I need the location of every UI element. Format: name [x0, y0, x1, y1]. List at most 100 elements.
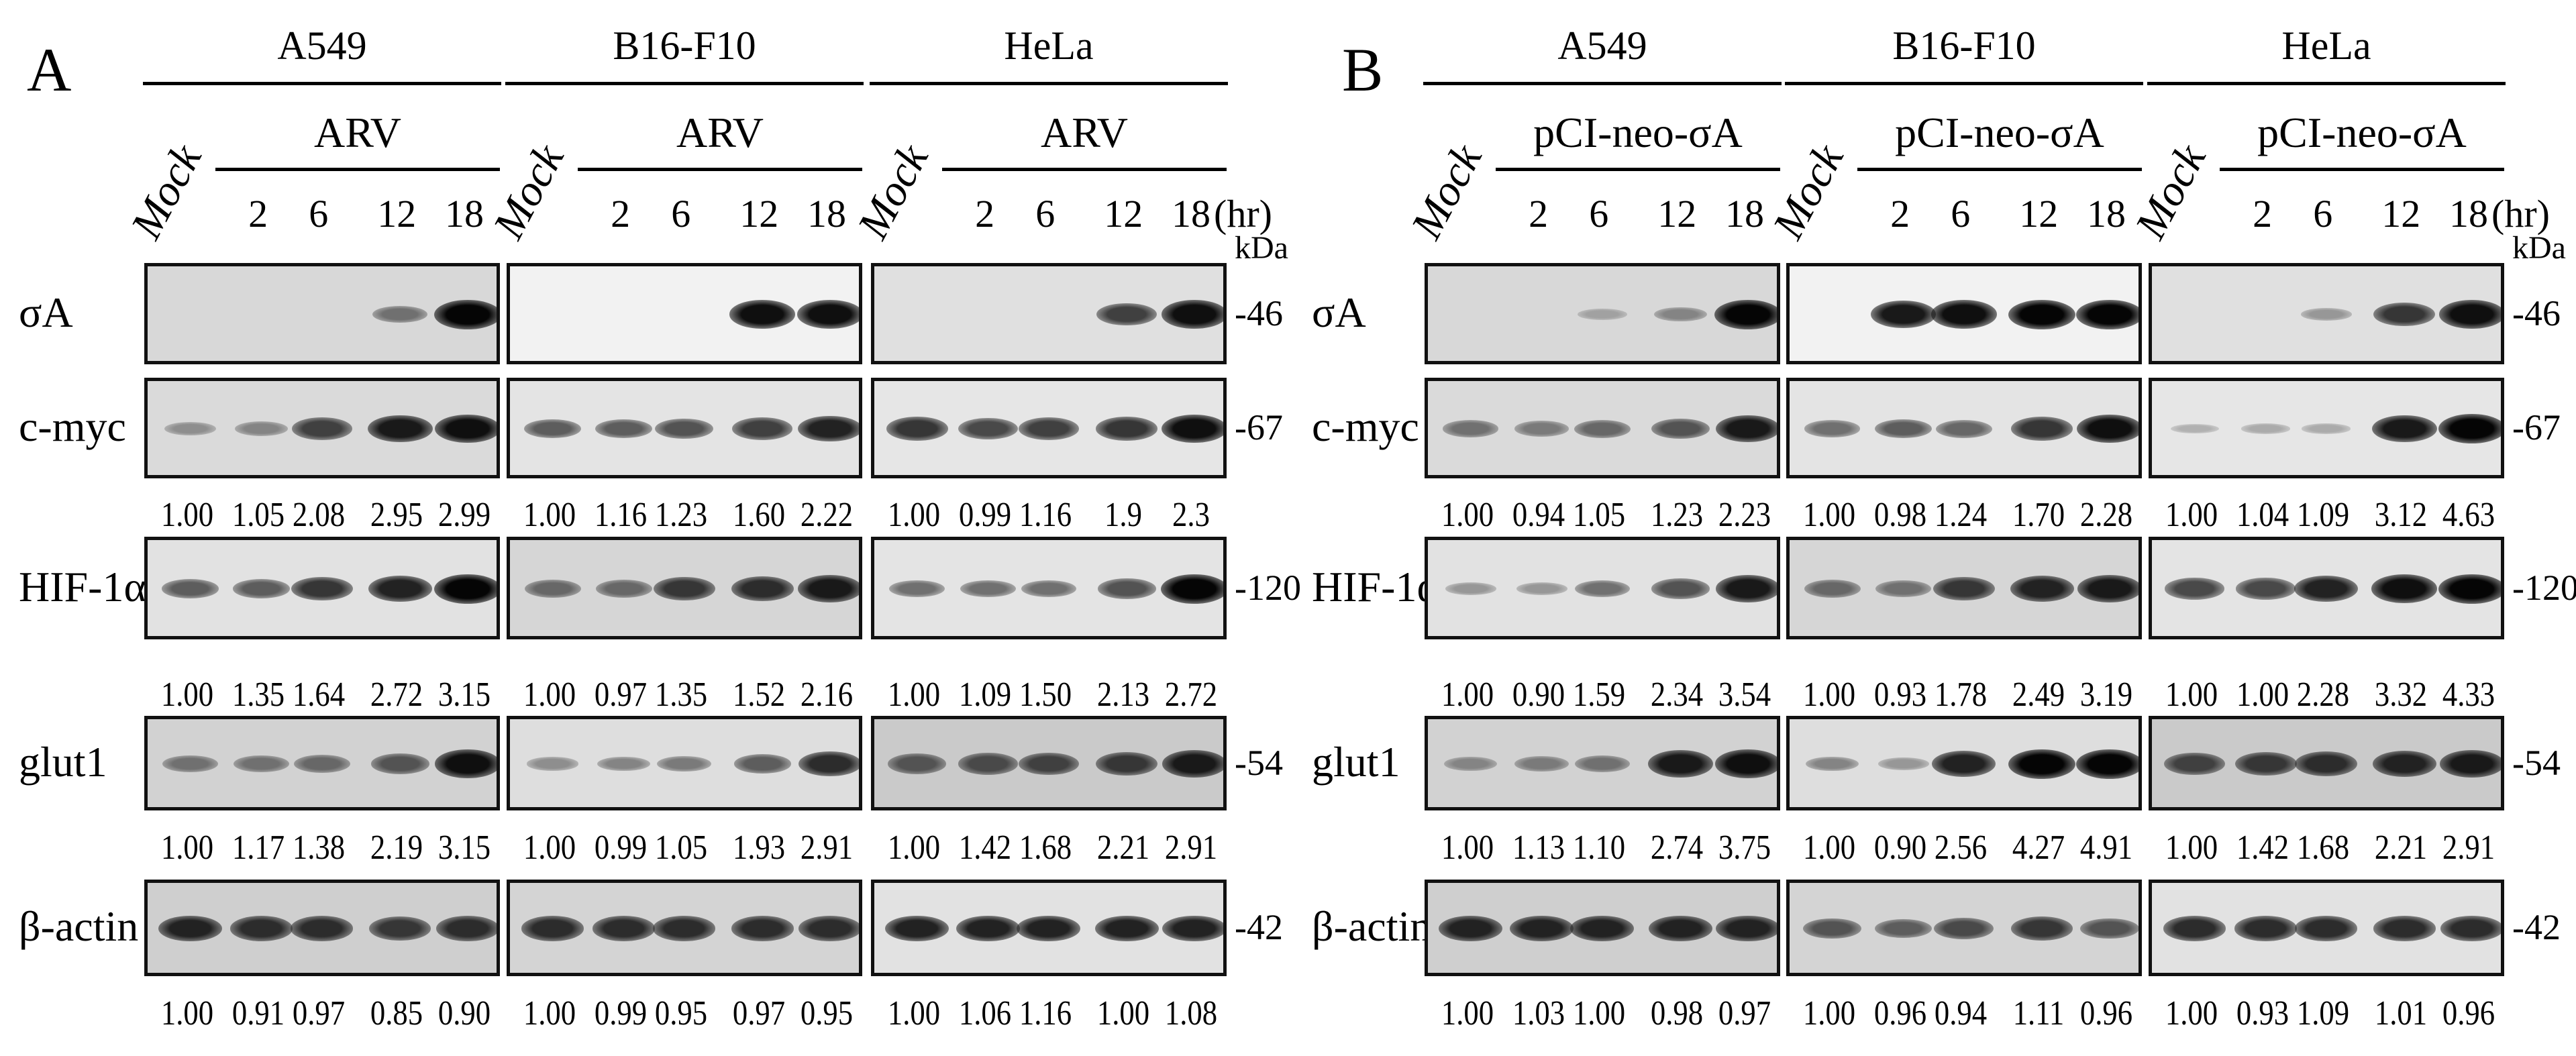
protein-band	[2010, 576, 2074, 602]
treatment-underline	[2220, 168, 2504, 171]
protein-band	[1018, 752, 1079, 776]
protein-band	[434, 574, 497, 604]
quant-value: 0.95	[800, 994, 854, 1033]
quant-value: 0.97	[733, 994, 786, 1033]
timepoint-label: 6	[2313, 192, 2333, 235]
protein-band	[2164, 752, 2225, 776]
timepoint-label: 18	[1725, 192, 1764, 235]
protein-band	[2373, 916, 2436, 941]
blot-panel	[144, 716, 500, 810]
quant-value: 1.68	[2296, 829, 2349, 867]
protein-band	[1096, 303, 1157, 326]
protein-band	[2294, 576, 2359, 602]
protein-band	[1874, 419, 1933, 439]
protein-band	[1875, 580, 1931, 598]
quant-value: 1.00	[887, 676, 940, 714]
mw-marker: -120	[2512, 567, 2576, 608]
treatment-label: ARV	[676, 109, 764, 156]
mw-marker: -67	[1235, 407, 1283, 447]
quant-value: 0.98	[1651, 994, 1704, 1033]
quant-value: 0.91	[231, 994, 285, 1033]
quant-value: 1.00	[2165, 496, 2218, 534]
protein-band	[1653, 307, 1707, 322]
quant-value: 0.98	[1873, 496, 1926, 534]
quant-value: 2.91	[2442, 829, 2495, 867]
protein-band	[2234, 916, 2298, 941]
panel-letter: B	[1342, 36, 1384, 104]
protein-band	[1097, 578, 1156, 599]
quant-value: 2.49	[2012, 676, 2065, 714]
blot-panel	[1425, 537, 1780, 639]
protein-band	[592, 916, 656, 941]
quant-value: 0.97	[1718, 994, 1771, 1033]
timepoint-label: 6	[1589, 192, 1609, 235]
quant-value: 1.11	[2012, 994, 2065, 1033]
protein-band	[523, 419, 582, 439]
protein-band	[434, 414, 497, 443]
protein-band	[1439, 915, 1503, 942]
protein-band	[521, 916, 584, 941]
quant-value: 1.70	[2012, 496, 2065, 534]
protein-band	[1804, 420, 1860, 437]
quant-value: 1.00	[1441, 829, 1494, 867]
quant-value: 2.21	[1097, 829, 1150, 867]
quant-value: 1.00	[1802, 496, 1855, 534]
quant-value: 1.00	[2165, 676, 2218, 714]
quant-value: 1.00	[523, 496, 576, 534]
mw-marker: -46	[1235, 293, 1283, 333]
quant-value: 1.00	[160, 829, 213, 867]
protein-band	[2373, 302, 2436, 327]
quant-value: 1.17	[231, 829, 285, 867]
protein-band	[889, 580, 945, 598]
protein-band	[524, 580, 581, 598]
quant-value: 3.75	[1718, 829, 1771, 867]
quant-value: 2.08	[292, 496, 345, 534]
time-unit: (hr)	[2491, 192, 2550, 235]
cell-line-underline	[870, 82, 1228, 85]
quant-value: 1.35	[231, 676, 285, 714]
quant-value: 0.93	[1873, 676, 1926, 714]
quant-value: 2.95	[370, 496, 423, 534]
treatment-underline	[578, 168, 862, 171]
blot-panel	[871, 378, 1227, 478]
quant-value: 2.91	[800, 829, 854, 867]
protein-band	[1804, 580, 1861, 598]
treatment-label: pCI-neo-σA	[2257, 109, 2467, 156]
blot-panel	[2149, 880, 2504, 976]
protein-band	[161, 579, 219, 598]
protein-band	[1930, 300, 1997, 329]
quant-value: 3.15	[437, 676, 491, 714]
protein-band	[434, 299, 497, 329]
quant-value: 0.99	[594, 994, 647, 1033]
protein-band	[1162, 750, 1223, 778]
protein-band	[1445, 582, 1496, 595]
protein-band	[798, 415, 859, 442]
kda-label: kDa	[1235, 230, 1288, 266]
blot-panel	[507, 263, 862, 364]
blot-panel	[507, 537, 862, 639]
protein-band	[234, 755, 289, 773]
quant-value: 2.21	[2375, 829, 2428, 867]
protein-band	[2302, 423, 2351, 434]
protein-band	[2294, 751, 2358, 777]
protein-band	[2300, 308, 2352, 321]
quant-value: 3.12	[2375, 496, 2428, 534]
cell-line-underline	[505, 82, 864, 85]
blot-panel	[871, 880, 1227, 976]
quant-value: 1.00	[2236, 676, 2289, 714]
protein-band	[595, 580, 652, 598]
protein-band	[235, 421, 289, 436]
quant-value: 1.00	[160, 496, 213, 534]
protein-band	[2163, 916, 2226, 941]
blot-panel	[1786, 263, 2142, 364]
quant-value: 3.54	[1718, 676, 1771, 714]
quant-value: 4.27	[2012, 829, 2065, 867]
quant-value: 0.93	[2236, 994, 2289, 1033]
protein-band	[434, 749, 497, 778]
cell-line-label: A549	[277, 23, 367, 68]
timepoint-label: 2	[1529, 192, 1549, 235]
protein-band	[2008, 299, 2076, 329]
quant-value: 2.72	[1164, 676, 1218, 714]
mock-label: Mock	[1402, 136, 1492, 247]
quant-value: 1.09	[2296, 994, 2349, 1033]
